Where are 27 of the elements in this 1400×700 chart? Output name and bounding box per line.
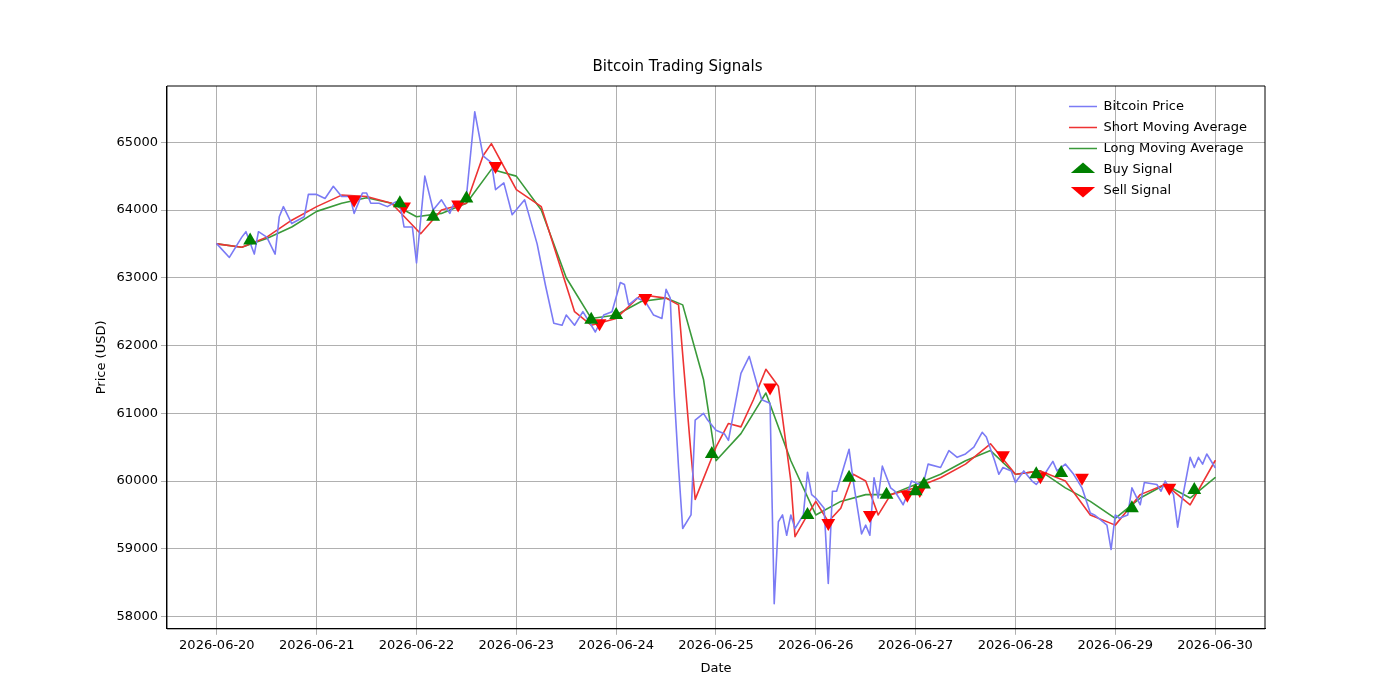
legend-label: Bitcoin Price [1103,97,1184,113]
x-tick-label: 2026-06-24 [578,636,654,652]
x-tick-label: 2026-06-28 [977,636,1054,652]
x-tick-label: 2026-06-25 [678,636,754,652]
x-tick-label: 2026-06-27 [877,636,954,652]
y-tick-label: 63000 [116,269,158,285]
legend-label: Long Moving Average [1103,139,1244,155]
x-tick-label: 2026-06-26 [778,636,854,652]
x-tick-label: 2026-06-20 [179,636,255,652]
x-tick-label: 2026-06-22 [378,636,455,652]
x-axis-title: Date [700,659,732,675]
y-tick-label: 61000 [116,404,158,420]
y-axis-title: Price (USD) [93,320,109,395]
y-tick-label: 58000 [116,607,158,623]
y-tick-label: 60000 [116,472,158,488]
legend-label: Buy Signal [1103,160,1173,176]
legend-label: Short Moving Average [1103,118,1248,134]
y-tick-label: 59000 [116,540,158,556]
x-tick-label: 2026-06-30 [1177,636,1253,652]
y-tick-label: 62000 [116,336,158,352]
y-tick-label: 64000 [116,201,158,217]
legend-label: Sell Signal [1103,181,1172,197]
chart-title: Bitcoin Trading Signals [592,56,763,75]
x-tick-label: 2026-06-29 [1077,636,1154,652]
x-tick-label: 2026-06-21 [278,636,355,652]
x-tick-label: 2026-06-23 [478,636,555,652]
y-tick-label: 65000 [116,133,158,149]
